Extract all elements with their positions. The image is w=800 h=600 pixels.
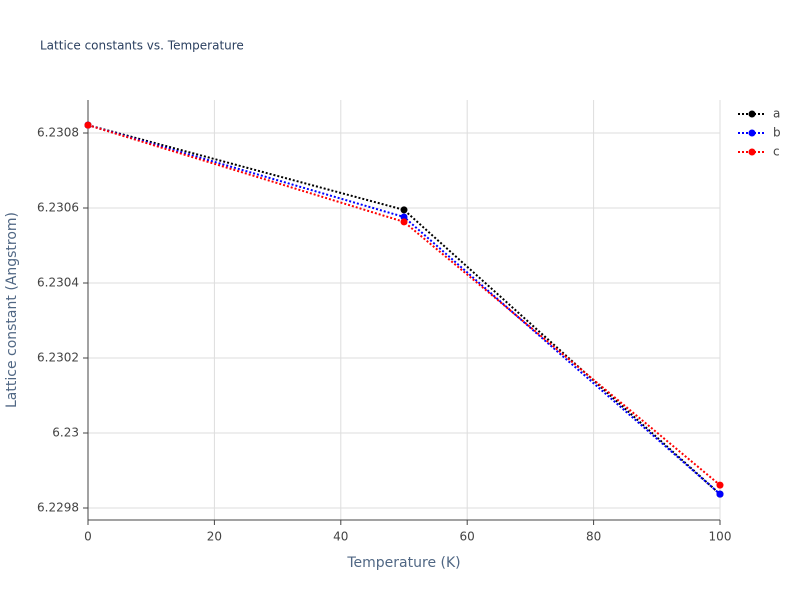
x-axis-title: Temperature (K) [346,555,460,571]
x-tick-label: 60 [460,530,475,544]
y-tick-label: 6.2306 [37,201,79,215]
y-tick-label: 6.2304 [37,276,79,290]
legend-marker [748,148,756,156]
legend-label: a [773,107,780,121]
legend-label: b [773,126,781,140]
y-axis-title: Lattice constant (Angstrom) [4,212,20,408]
x-tick-label: 80 [586,530,601,544]
x-tick-label: 0 [84,530,92,544]
point [84,121,92,129]
point [716,490,724,498]
x-tick-label: 100 [709,530,732,544]
series-line [87,124,721,495]
series-line [87,124,721,486]
legend-label: c [773,145,780,159]
x-tick-label: 40 [333,530,348,544]
y-tick-label: 6.2302 [37,351,79,365]
series-line [87,124,721,495]
point [400,218,408,226]
legend-marker [748,129,756,137]
x-tick-label: 20 [207,530,222,544]
point [400,213,408,221]
chart-title: Lattice constants vs. Temperature [40,39,244,53]
point [400,206,408,214]
y-tick-label: 6.2298 [37,501,79,515]
point [716,481,724,489]
y-tick-label: 6.23 [52,426,79,440]
y-tick-label: 6.2308 [37,126,79,140]
legend-marker [748,110,756,118]
